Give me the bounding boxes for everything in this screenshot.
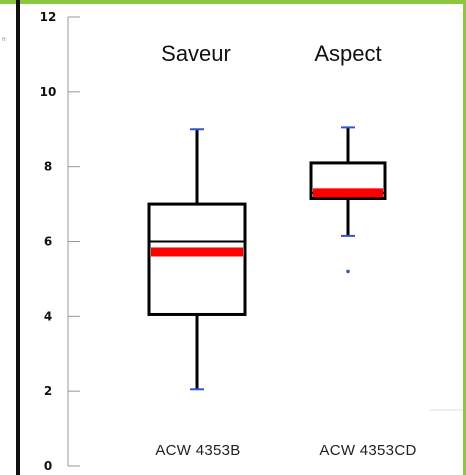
top-accent-bar: [0, 0, 466, 4]
box-1: [309, 126, 387, 274]
corner-mark: ft: [2, 37, 6, 43]
left-frame-bar: [16, 0, 20, 475]
y-tick-label-4: 4: [44, 309, 52, 323]
y-tick-label-0: 0: [44, 459, 52, 473]
annotation-saveur: Saveur: [161, 41, 231, 66]
right-accent-bar: [463, 0, 466, 475]
box-0: [147, 128, 247, 391]
outlier-1-0: [346, 269, 350, 274]
category-label-acw4353cd: ACW 4353CD: [319, 442, 416, 459]
category-label-acw4353b: ACW 4353B: [155, 442, 240, 459]
y-tick-label-10: 10: [40, 85, 57, 99]
highlight-marker-1: [313, 188, 383, 198]
y-tick-label-6: 6: [44, 235, 52, 249]
iqr-box-0: [147, 202, 247, 316]
annotation-aspect: Aspect: [314, 41, 381, 66]
highlight-marker-0: [151, 247, 243, 257]
y-tick-label-2: 2: [44, 384, 52, 398]
y-tick-label-12: 12: [40, 10, 57, 24]
boxes: [147, 126, 387, 391]
y-tick-label-8: 8: [44, 160, 52, 174]
y-axis-ticks: 0 2 4 6 8 10 12: [40, 10, 80, 473]
